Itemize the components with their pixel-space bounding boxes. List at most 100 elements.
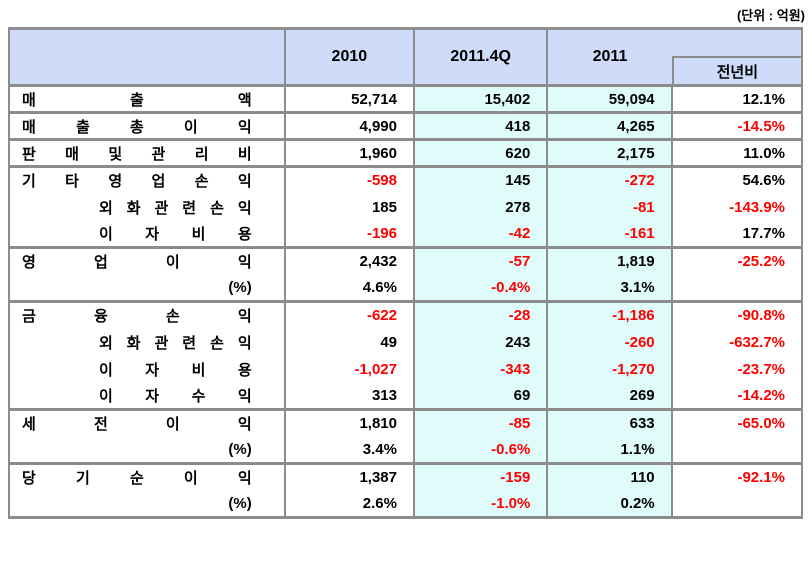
- value-cell: -0.4%: [412, 274, 548, 303]
- table-row: 이 자 비 용 -196 -42 -161 17.7%: [9, 220, 802, 249]
- value-cell: 3.4%: [283, 436, 414, 465]
- value-cell: 2,432: [283, 247, 414, 275]
- value-cell: 633: [546, 409, 672, 437]
- table-row: 기 타 영 업 손 익 -598 145 -272 54.6%: [9, 166, 802, 194]
- value-cell: 17.7%: [670, 220, 802, 249]
- unit-note: (단위 : 억원): [736, 8, 805, 23]
- value-cell: -25.2%: [670, 247, 802, 275]
- value-cell: -14.2%: [670, 382, 802, 411]
- table-row: (%) 2.6% -1.0% 0.2%: [9, 490, 802, 518]
- value-cell: -159: [412, 463, 548, 491]
- table-row: 외 화 관 련 손 익 185 278 -81 -143.9%: [9, 193, 802, 221]
- value-cell: -143.9%: [670, 193, 802, 221]
- value-cell: 110: [546, 463, 672, 491]
- table-row: 당 기 순 이 익 1,387 -159 110 -92.1%: [9, 463, 802, 491]
- value-cell: -65.0%: [670, 409, 802, 437]
- table-row: 이 자 비 용 -1,027 -343 -1,270 -23.7%: [9, 355, 802, 383]
- value-cell: -81: [546, 193, 672, 221]
- row-label: (%): [228, 440, 252, 458]
- value-cell: 145: [412, 166, 548, 194]
- header-row: 2010 2011.4Q 2011 전년비: [9, 28, 802, 87]
- value-cell: 185: [283, 193, 414, 221]
- value-cell: -196: [283, 220, 414, 249]
- row-label-cell: (%): [9, 490, 285, 518]
- value-cell: 418: [412, 112, 548, 141]
- value-cell: 313: [283, 382, 414, 411]
- value-cell: -622: [283, 301, 414, 329]
- value-cell: -632.7%: [670, 328, 802, 356]
- value-cell: 59,094: [546, 85, 672, 114]
- row-label-cell: (%): [9, 274, 285, 303]
- value-cell: 620: [412, 139, 548, 168]
- value-cell: 1,387: [283, 463, 414, 491]
- table-row: 매 출 총 이 익 4,990 418 4,265 -14.5%: [9, 112, 802, 141]
- table-row: 영 업 이 익 2,432 -57 1,819 -25.2%: [9, 247, 802, 275]
- table-body: 매 출 액 52,714 15,402 59,094 12.1% 매 출 총 이 익 4,990 418 4…: [9, 85, 802, 518]
- value-cell: 278: [412, 193, 548, 221]
- value-cell: [670, 274, 802, 303]
- value-cell: -42: [412, 220, 548, 249]
- header-yoy-cell: 전년비: [671, 28, 802, 87]
- table-row: 매 출 액 52,714 15,402 59,094 12.1%: [9, 85, 802, 114]
- table-row: 외 화 관 련 손 익 49 243 -260 -632.7%: [9, 328, 802, 356]
- value-cell: -161: [546, 220, 672, 249]
- value-cell: -598: [283, 166, 414, 194]
- value-cell: 1,810: [283, 409, 414, 437]
- value-cell: 4,990: [283, 112, 414, 141]
- value-cell: 69: [412, 382, 548, 411]
- value-cell: 0.2%: [546, 490, 672, 518]
- row-label-cell: (%): [9, 436, 285, 465]
- value-cell: 54.6%: [670, 166, 802, 194]
- value-cell: -28: [412, 301, 548, 329]
- value-cell: -57: [412, 247, 548, 275]
- value-cell: -1,027: [283, 355, 414, 383]
- value-cell: -1,270: [546, 355, 672, 383]
- value-cell: -1.0%: [412, 490, 548, 518]
- value-cell: 269: [546, 382, 672, 411]
- value-cell: -343: [412, 355, 548, 383]
- financial-results-table: 2010 2011.4Q 2011 전년비 매 출 액 52,714 15,402 59,…: [8, 27, 803, 519]
- yoy-header-box: 전년비: [671, 56, 801, 84]
- header-yoy-label: 전년비: [716, 63, 759, 81]
- value-cell: -272: [546, 166, 672, 194]
- value-cell: [670, 490, 802, 518]
- table-row: 금 융 손 익 -622 -28 -1,186 -90.8%: [9, 301, 802, 329]
- row-label: (%): [228, 494, 252, 512]
- value-cell: 1.1%: [546, 436, 672, 465]
- value-cell: 1,819: [546, 247, 672, 275]
- header-col-2010: 2010: [283, 28, 414, 87]
- value-cell: [670, 436, 802, 465]
- value-cell: 1,960: [283, 139, 414, 168]
- value-cell: 15,402: [412, 85, 548, 114]
- table-row: 세 전 이 익 1,810 -85 633 -65.0%: [9, 409, 802, 437]
- table-row: 이 자 수 익 313 69 269 -14.2%: [9, 382, 802, 411]
- value-cell: -85: [412, 409, 548, 437]
- value-cell: 3.1%: [546, 274, 672, 303]
- value-cell: -260: [546, 328, 672, 356]
- value-cell: -14.5%: [670, 112, 802, 141]
- value-cell: -23.7%: [670, 355, 802, 383]
